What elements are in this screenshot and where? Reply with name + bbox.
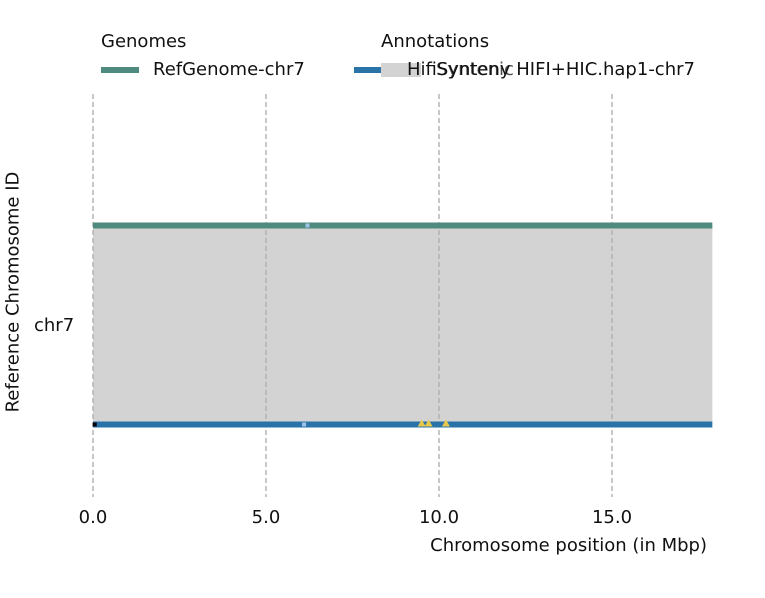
x-tick-label-3: 15.0 (592, 507, 632, 528)
marker-triangle-5 (441, 419, 450, 427)
x-tick-label-0: 0.0 (79, 507, 108, 528)
marker-triangle-4 (424, 419, 433, 427)
legend-swatch-syntenic (381, 63, 421, 77)
marker-triangle-3 (417, 419, 426, 427)
legend-label-query: HifiSynteny HIFI+HIC.hap1-chr7 (407, 59, 695, 80)
marker-square-1 (302, 422, 307, 427)
legend-genomes-title: Genomes (101, 31, 187, 52)
marker-square-0 (305, 223, 310, 228)
y-axis-label: Reference Chromosome ID (2, 171, 24, 413)
marker-square-2 (92, 422, 97, 427)
y-tick-label: chr7 (34, 315, 75, 336)
legend-swatch-refgenome (101, 67, 139, 73)
legend-annotations-title: Annotations (381, 31, 490, 52)
x-tick-label-2: 10.0 (419, 507, 459, 528)
x-axis-label: Chromosome position (in Mbp) (430, 535, 707, 556)
x-tick-label-1: 5.0 (252, 507, 281, 528)
legend-label-refgenome: RefGenome-chr7 (153, 59, 305, 80)
legend-swatch-query (354, 67, 392, 73)
legend-label-syntenic: Syntenic (436, 59, 514, 80)
syntenic-region-0 (93, 225, 713, 425)
